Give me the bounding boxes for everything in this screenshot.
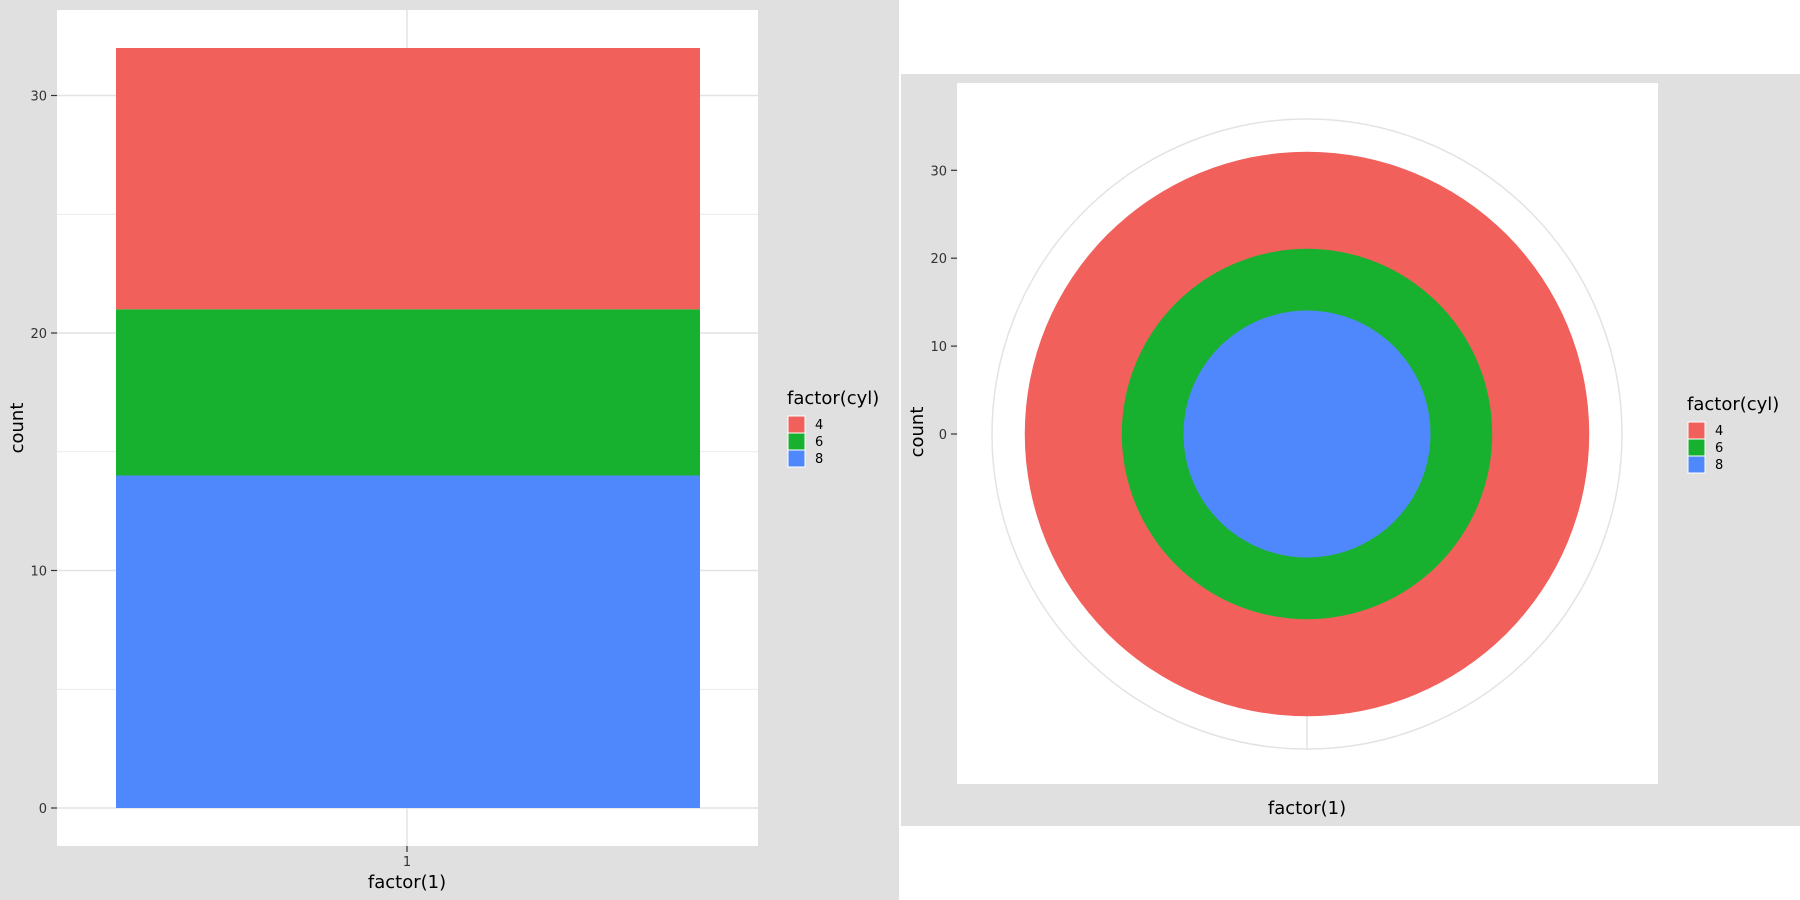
bar-segment-cyl-6 xyxy=(116,309,700,476)
bar-chart-y-axis-title: count xyxy=(7,403,28,454)
polar-chart-legend-title: factor(cyl) xyxy=(1687,394,1779,415)
polar-chart-legend-label: 8 xyxy=(1715,458,1723,473)
bar-segment-cyl-8 xyxy=(116,475,700,808)
bar-chart: 0 10 20 30 1 factor(1) count factor(cyl) 4 6… xyxy=(0,0,899,900)
bar-chart-legend-label: 4 xyxy=(815,418,823,433)
polar-chart-y-axis-title: count xyxy=(907,407,928,458)
polar-chart-y-tick-label: 30 xyxy=(930,164,947,179)
bar-chart-legend-label: 6 xyxy=(815,435,823,450)
polar-chart-legend-key-4 xyxy=(1687,421,1706,440)
bar-chart-y-tick-label: 30 xyxy=(30,90,47,105)
polar-chart-y-tick-label: 0 xyxy=(939,428,947,443)
bar-chart-legend-key-4 xyxy=(787,415,806,434)
polar-chart-x-axis-title: factor(1) xyxy=(1268,798,1346,819)
bar-chart-y-tick-label: 10 xyxy=(30,565,47,580)
polar-chart-rings xyxy=(1024,151,1590,717)
polar-chart-y-axis: 0 10 20 30 xyxy=(930,164,957,443)
polar-chart-legend-label: 6 xyxy=(1715,441,1723,456)
bar-chart-legend-key-8 xyxy=(787,449,806,468)
bar-chart-legend: factor(cyl) 4 6 8 xyxy=(787,388,879,468)
polar-chart-y-tick-label: 20 xyxy=(930,252,947,267)
bar-chart-y-tick-label: 0 xyxy=(39,802,47,817)
polar-chart-y-tick-label: 10 xyxy=(930,340,947,355)
bar-chart-bars xyxy=(116,48,700,808)
bar-chart-x-axis-title: factor(1) xyxy=(368,872,446,893)
bar-chart-x-tick-label: 1 xyxy=(403,855,411,870)
bar-chart-legend-key-6 xyxy=(787,432,806,451)
bar-chart-y-axis: 0 10 20 30 xyxy=(30,90,57,817)
bar-chart-y-tick-label: 20 xyxy=(30,327,47,342)
bar-segment-cyl-4 xyxy=(116,48,700,310)
polar-chart-legend: factor(cyl) 4 6 8 xyxy=(1687,394,1779,474)
polar-ring-cyl-8 xyxy=(1183,310,1431,558)
bar-chart-legend-title: factor(cyl) xyxy=(787,388,879,409)
polar-chart: 0 10 20 30 factor(1) count factor(cyl) 4 6 8 xyxy=(901,74,1800,826)
polar-chart-legend-label: 4 xyxy=(1715,424,1723,439)
polar-chart-legend-key-6 xyxy=(1687,438,1706,457)
polar-chart-legend-key-8 xyxy=(1687,455,1706,474)
bar-chart-legend-label: 8 xyxy=(815,452,823,467)
